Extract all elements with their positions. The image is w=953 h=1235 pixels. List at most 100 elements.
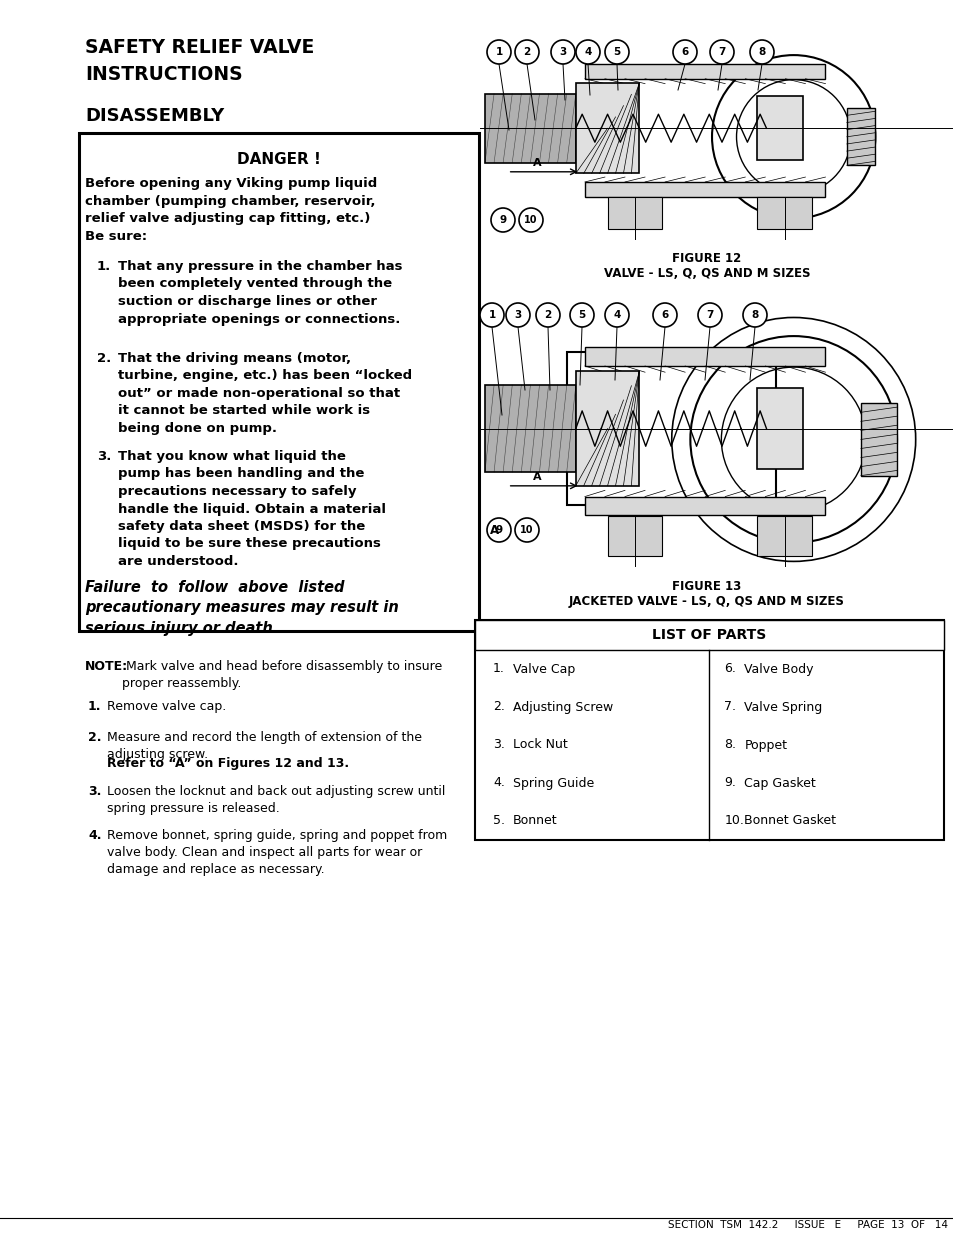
Text: 1.: 1.	[493, 662, 504, 676]
Circle shape	[491, 207, 515, 232]
Text: 7: 7	[705, 310, 713, 320]
Text: SECTION  TSM  142.2     ISSUE   E     PAGE  13  OF   14: SECTION TSM 142.2 ISSUE E PAGE 13 OF 14	[667, 1220, 947, 1230]
Circle shape	[604, 40, 628, 64]
Circle shape	[551, 40, 575, 64]
Text: 2.: 2.	[97, 352, 112, 366]
Bar	[484, 94, 576, 163]
Text: 10: 10	[519, 525, 533, 535]
Text: JACKETED VALVE - LS, Q, QS AND M SIZES: JACKETED VALVE - LS, Q, QS AND M SIZES	[569, 595, 844, 608]
Text: FIGURE 13: FIGURE 13	[672, 580, 740, 593]
Text: Poppet: Poppet	[743, 739, 786, 752]
Text: 1: 1	[495, 47, 502, 57]
Text: SAFETY RELIEF VALVE: SAFETY RELIEF VALVE	[85, 38, 314, 57]
Text: A: A	[533, 472, 541, 482]
Text: 4.: 4.	[493, 777, 504, 789]
Circle shape	[486, 517, 511, 542]
Bar	[860, 404, 896, 475]
Bar	[576, 372, 639, 485]
Text: 4: 4	[583, 47, 591, 57]
Text: 5: 5	[613, 47, 620, 57]
Text: LIST OF PARTS: LIST OF PARTS	[652, 629, 766, 642]
Text: DANGER !: DANGER !	[236, 152, 320, 167]
Circle shape	[652, 303, 677, 327]
Text: INSTRUCTIONS: INSTRUCTIONS	[85, 65, 242, 84]
Text: Refer to “A” on Figures 12 and 13.: Refer to “A” on Figures 12 and 13.	[107, 757, 349, 769]
Text: 10.: 10.	[723, 815, 743, 827]
Text: Lock Nut: Lock Nut	[513, 739, 567, 752]
Circle shape	[604, 303, 628, 327]
Text: VALVE - LS, Q, QS AND M SIZES: VALVE - LS, Q, QS AND M SIZES	[603, 267, 809, 280]
Text: Measure and record the length of extension of the
adjusting screw.: Measure and record the length of extensi…	[107, 731, 421, 761]
Circle shape	[479, 303, 503, 327]
Text: NOTE:: NOTE:	[85, 659, 128, 673]
Text: Remove valve cap.: Remove valve cap.	[107, 700, 226, 713]
Text: 1.: 1.	[97, 261, 112, 273]
Text: Cap Gasket: Cap Gasket	[743, 777, 816, 789]
Bar	[607, 198, 661, 230]
Text: 9.: 9.	[723, 777, 736, 789]
Bar	[584, 496, 824, 515]
Text: 1.: 1.	[88, 700, 101, 713]
Text: 5: 5	[578, 310, 585, 320]
Text: 6.: 6.	[723, 662, 736, 676]
Text: 2.: 2.	[88, 731, 101, 743]
Text: 2.: 2.	[493, 700, 504, 714]
Bar	[607, 515, 661, 557]
Text: 6: 6	[660, 310, 668, 320]
Circle shape	[576, 40, 599, 64]
Text: 2: 2	[544, 310, 551, 320]
Text: FIGURE 12: FIGURE 12	[672, 252, 740, 266]
Circle shape	[505, 303, 530, 327]
Text: Loosen the locknut and back out adjusting screw until
spring pressure is release: Loosen the locknut and back out adjustin…	[107, 785, 445, 815]
Text: Before opening any Viking pump liquid
chamber (pumping chamber, reservoir,
relie: Before opening any Viking pump liquid ch…	[85, 177, 376, 242]
Bar	[584, 182, 824, 196]
Text: Remove bonnet, spring guide, spring and poppet from
valve body. Clean and inspec: Remove bonnet, spring guide, spring and …	[107, 829, 447, 876]
Circle shape	[569, 303, 594, 327]
Text: Bonnet: Bonnet	[513, 815, 558, 827]
Bar	[484, 385, 576, 472]
Circle shape	[698, 303, 721, 327]
Bar	[584, 64, 824, 79]
Text: That you know what liquid the
pump has been handling and the
precautions necessa: That you know what liquid the pump has b…	[118, 450, 386, 568]
Bar	[757, 515, 811, 557]
Text: 3.: 3.	[493, 739, 504, 752]
Text: Bonnet Gasket: Bonnet Gasket	[743, 815, 836, 827]
Bar	[757, 96, 802, 161]
Text: A: A	[490, 524, 498, 536]
Circle shape	[486, 40, 511, 64]
Text: 2: 2	[523, 47, 530, 57]
Text: That the driving means (motor,
turbine, engine, etc.) has been “locked
out” or m: That the driving means (motor, turbine, …	[118, 352, 412, 435]
Text: Mark valve and head before disassembly to insure
proper reassembly.: Mark valve and head before disassembly t…	[122, 659, 442, 690]
Text: That any pressure in the chamber has
been completely vented through the
suction : That any pressure in the chamber has bee…	[118, 261, 402, 326]
Text: 5.: 5.	[493, 815, 504, 827]
Bar	[757, 388, 802, 469]
Circle shape	[672, 40, 697, 64]
Text: 6: 6	[680, 47, 688, 57]
Text: Valve Body: Valve Body	[743, 662, 813, 676]
Text: DISASSEMBLY: DISASSEMBLY	[85, 107, 224, 125]
Bar	[846, 109, 875, 165]
Text: 3.: 3.	[97, 450, 112, 463]
Text: 8: 8	[758, 47, 765, 57]
Text: A: A	[533, 158, 541, 168]
Bar	[475, 620, 943, 840]
Circle shape	[749, 40, 773, 64]
Text: 3: 3	[558, 47, 566, 57]
Text: Valve Spring: Valve Spring	[743, 700, 821, 714]
Bar	[79, 133, 478, 631]
Text: Adjusting Screw: Adjusting Screw	[513, 700, 613, 714]
Text: Spring Guide: Spring Guide	[513, 777, 594, 789]
Text: 10: 10	[524, 215, 537, 225]
Bar	[475, 620, 943, 650]
Circle shape	[518, 207, 542, 232]
Bar	[576, 83, 639, 173]
Text: 8.: 8.	[723, 739, 736, 752]
Text: 7: 7	[718, 47, 725, 57]
Text: Failure  to  follow  above  listed
precautionary measures may result in
serious : Failure to follow above listed precautio…	[85, 580, 398, 636]
Circle shape	[515, 40, 538, 64]
Text: 4.: 4.	[88, 829, 101, 842]
Text: 4: 4	[613, 310, 620, 320]
Circle shape	[515, 517, 538, 542]
Bar	[566, 352, 775, 505]
Text: 8: 8	[751, 310, 758, 320]
